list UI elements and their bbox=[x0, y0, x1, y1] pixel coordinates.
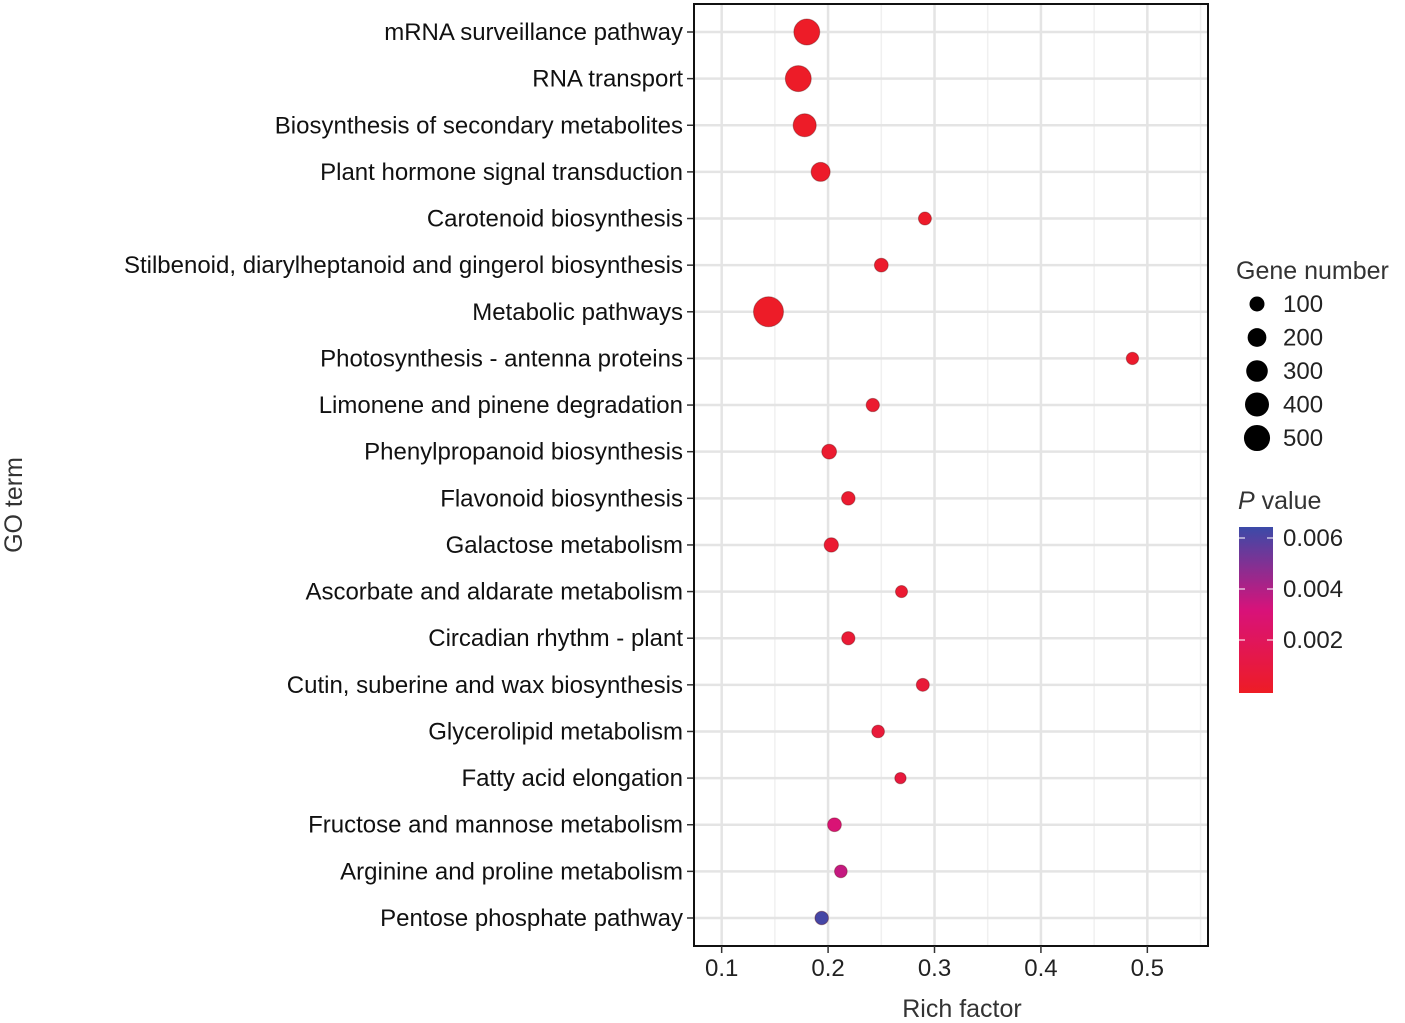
data-point bbox=[784, 65, 812, 93]
data-point bbox=[793, 18, 821, 46]
color-legend-label: 0.002 bbox=[1283, 627, 1343, 654]
category-label: mRNA surveillance pathway bbox=[384, 19, 683, 46]
data-point bbox=[753, 296, 784, 328]
x-tick-label: 0.4 bbox=[1024, 955, 1057, 982]
color-legend-title-italic: P bbox=[1238, 487, 1255, 515]
category-label: Stilbenoid, diarylheptanoid and gingerol… bbox=[124, 252, 683, 279]
size-legend-dot bbox=[1249, 296, 1265, 312]
category-labels: mRNA surveillance pathway RNA transport Bi… bbox=[124, 19, 694, 932]
x-tick-label: 0.2 bbox=[811, 955, 844, 982]
color-bar bbox=[1239, 527, 1273, 693]
size-legend-label: 400 bbox=[1283, 392, 1323, 419]
color-legend-title-rest: value bbox=[1255, 487, 1322, 515]
x-axis-ticks: 0.1 0.2 0.3 0.4 0.5 bbox=[705, 946, 1164, 982]
data-point bbox=[894, 771, 907, 785]
data-point bbox=[821, 443, 838, 460]
category-label: Plant hormone signal transduction bbox=[320, 159, 683, 186]
category-label: Galactose metabolism bbox=[446, 532, 683, 559]
size-legend: 100 200 300 400 500 bbox=[1243, 291, 1323, 452]
size-legend-dot bbox=[1243, 424, 1271, 452]
plot-border bbox=[693, 3, 1209, 947]
data-point bbox=[873, 257, 889, 273]
data-point bbox=[1125, 351, 1140, 366]
x-tick-label: 0.5 bbox=[1131, 955, 1164, 982]
category-label: Phenylpropanoid biosynthesis bbox=[364, 439, 683, 466]
size-legend-label: 200 bbox=[1283, 325, 1323, 352]
data-point bbox=[823, 537, 839, 553]
data-point bbox=[792, 113, 817, 138]
color-legend-ticks: 0.006 0.004 0.002 bbox=[1239, 525, 1343, 654]
x-tick-label: 0.1 bbox=[705, 955, 738, 982]
category-label: Fructose and mannose metabolism bbox=[308, 812, 683, 839]
category-label: RNA transport bbox=[532, 66, 683, 93]
category-label: Cutin, suberine and wax biosynthesis bbox=[287, 672, 683, 699]
data-point bbox=[917, 211, 932, 226]
category-label: Photosynthesis - antenna proteins bbox=[320, 345, 683, 372]
data-point bbox=[915, 677, 930, 692]
category-label: Pentose phosphate pathway bbox=[380, 905, 683, 932]
data-point bbox=[814, 910, 829, 926]
data-point bbox=[810, 161, 831, 182]
category-label: Fatty acid elongation bbox=[462, 765, 683, 792]
color-legend-label: 0.006 bbox=[1283, 525, 1343, 552]
data-point bbox=[841, 491, 856, 506]
data-point bbox=[894, 585, 909, 599]
data-point bbox=[871, 724, 885, 739]
size-legend-label: 100 bbox=[1283, 291, 1323, 318]
category-label: Flavonoid biosynthesis bbox=[440, 485, 683, 512]
category-label: Biosynthesis of secondary metabolites bbox=[275, 112, 683, 139]
data-point bbox=[841, 631, 856, 646]
category-label: Metabolic pathways bbox=[472, 299, 683, 326]
grid bbox=[694, 4, 1208, 946]
size-legend-label: 500 bbox=[1283, 425, 1323, 452]
size-legend-label: 300 bbox=[1283, 358, 1323, 385]
x-axis-label: Rich factor bbox=[902, 995, 1021, 1023]
y-axis-label: GO term bbox=[0, 457, 28, 553]
category-label: Limonene and pinene degradation bbox=[319, 392, 683, 419]
x-tick-label: 0.3 bbox=[918, 955, 951, 982]
data-point bbox=[827, 817, 842, 833]
color-legend-label: 0.004 bbox=[1283, 576, 1343, 603]
category-label: Carotenoid biosynthesis bbox=[427, 206, 683, 233]
category-label: Ascorbate and aldarate metabolism bbox=[305, 579, 683, 606]
size-legend-dot bbox=[1246, 360, 1268, 382]
data-point bbox=[865, 397, 880, 413]
size-legend-dot bbox=[1247, 328, 1267, 347]
category-label: Circadian rhythm - plant bbox=[428, 625, 683, 652]
size-legend-title: Gene number bbox=[1236, 257, 1389, 285]
data-point bbox=[834, 864, 848, 879]
category-label: Glycerolipid metabolism bbox=[428, 718, 683, 745]
category-label: Arginine and proline metabolism bbox=[340, 858, 683, 885]
color-legend-title: P value bbox=[1238, 487, 1321, 515]
data-points bbox=[753, 18, 1140, 926]
size-legend-dot bbox=[1245, 392, 1269, 417]
